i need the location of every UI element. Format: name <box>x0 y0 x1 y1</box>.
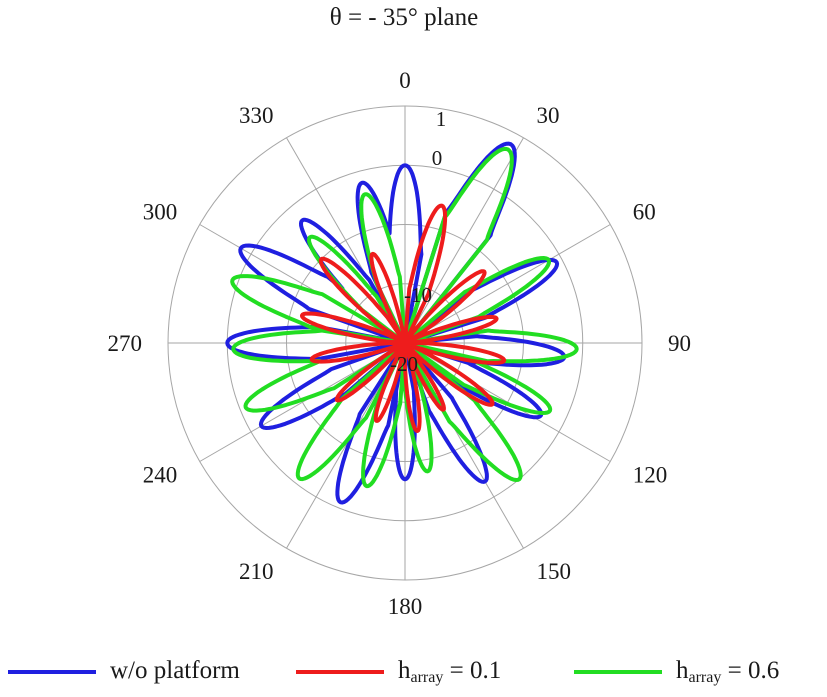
angle-tick-label: 300 <box>143 200 178 225</box>
angle-tick-label: 0 <box>399 68 411 93</box>
radial-tick-label: 1 <box>436 107 447 131</box>
series-curve-h-array-0-1 <box>300 203 507 433</box>
series-curve-h-array-0-6 <box>230 146 579 489</box>
legend-label-h-array-0-1: harray = 0.1 <box>398 657 502 686</box>
angle-tick-label: 270 <box>108 331 143 356</box>
radial-tick-labels: 1 0 -10 -20 <box>390 107 446 376</box>
legend-swatch-h-array-0-6 <box>574 670 662 674</box>
legend-item-w-o-platform: w/o platform <box>8 652 240 692</box>
chart-title: θ = - 35° plane <box>329 4 479 31</box>
legend-item-h-array-0-6: harray = 0.6 <box>574 652 779 692</box>
radial-tick-label: -20 <box>390 352 418 376</box>
legend-label-h-array-0-6: harray = 0.6 <box>676 657 780 686</box>
polar-chart: 0 30 60 90 120 150 180 210 240 270 300 330 1 0 -10 -20 <box>108 68 692 619</box>
angle-tick-label: 210 <box>239 559 274 584</box>
angle-tick-label: 120 <box>633 463 668 488</box>
grid-spoke-30 <box>404 137 524 344</box>
angle-tick-label: 150 <box>537 559 572 584</box>
angle-tick-label: 240 <box>143 463 178 488</box>
radial-tick-label: 0 <box>432 146 443 170</box>
angle-tick-label: 30 <box>537 103 560 128</box>
legend-item-h-array-0-1: harray = 0.1 <box>296 652 501 692</box>
radial-tick-label: -10 <box>404 283 432 307</box>
legend-swatch-h-array-0-1 <box>296 670 384 674</box>
angle-tick-label: 180 <box>388 594 423 619</box>
grid-spoke-60 <box>404 224 611 344</box>
angle-tick-label: 60 <box>633 200 656 225</box>
legend-label-w-o-platform: w/o platform <box>110 657 240 684</box>
legend: w/o platform harray = 0.1 harray = 0.6 <box>0 652 827 692</box>
legend-swatch-w-o-platform <box>8 670 96 674</box>
angle-tick-label: 90 <box>668 331 691 356</box>
angle-tick-label: 330 <box>239 103 274 128</box>
series-curves <box>225 141 579 505</box>
angle-tick-labels: 0 30 60 90 120 150 180 210 240 270 300 330 <box>108 68 692 619</box>
